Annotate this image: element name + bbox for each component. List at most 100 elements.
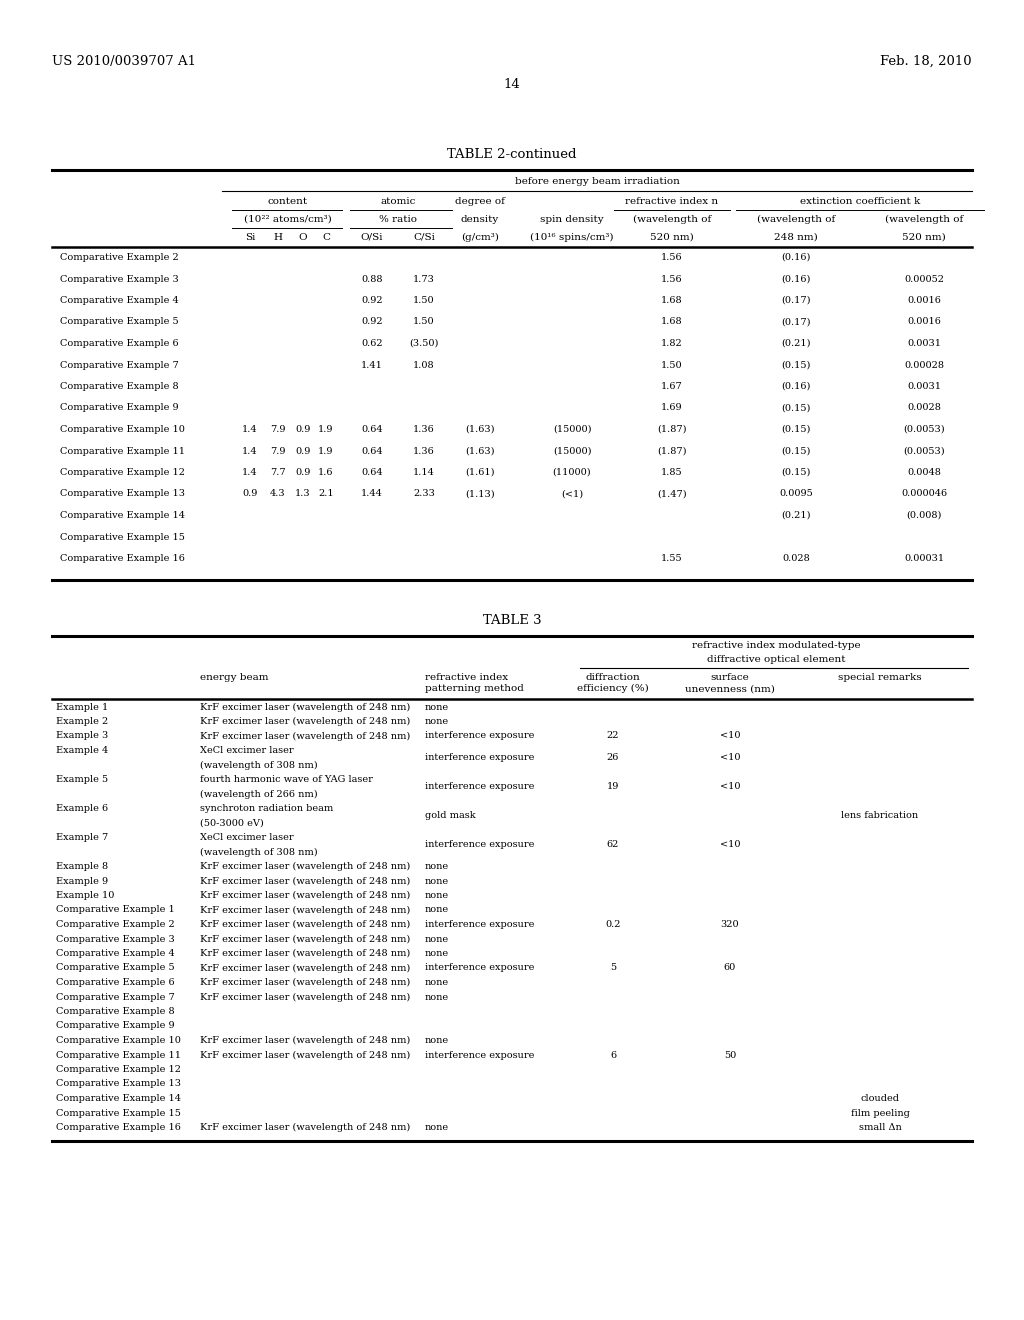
Text: none: none <box>425 891 450 900</box>
Text: C/Si: C/Si <box>413 234 435 242</box>
Text: Example 8: Example 8 <box>56 862 109 871</box>
Text: 0.9: 0.9 <box>295 446 310 455</box>
Text: KrF excimer laser (wavelength of 248 nm): KrF excimer laser (wavelength of 248 nm) <box>200 891 411 900</box>
Text: before energy beam irradiation: before energy beam irradiation <box>515 177 680 186</box>
Text: 0.9: 0.9 <box>295 425 310 434</box>
Text: 0.64: 0.64 <box>361 446 383 455</box>
Text: KrF excimer laser (wavelength of 248 nm): KrF excimer laser (wavelength of 248 nm) <box>200 978 411 987</box>
Text: 1.44: 1.44 <box>361 490 383 499</box>
Text: 1.50: 1.50 <box>414 318 435 326</box>
Text: <10: <10 <box>720 783 740 791</box>
Text: none: none <box>425 876 450 886</box>
Text: Comparative Example 7: Comparative Example 7 <box>56 993 175 1002</box>
Text: KrF excimer laser (wavelength of 248 nm): KrF excimer laser (wavelength of 248 nm) <box>200 949 411 958</box>
Text: 1.56: 1.56 <box>662 253 683 261</box>
Text: 6: 6 <box>610 1051 616 1060</box>
Text: diffraction
efficiency (%): diffraction efficiency (%) <box>578 672 649 693</box>
Text: 2.33: 2.33 <box>413 490 435 499</box>
Text: 50: 50 <box>724 1051 736 1060</box>
Text: 1.4: 1.4 <box>243 425 258 434</box>
Text: synchroton radiation beam: synchroton radiation beam <box>200 804 333 813</box>
Text: KrF excimer laser (wavelength of 248 nm): KrF excimer laser (wavelength of 248 nm) <box>200 876 411 886</box>
Text: interference exposure: interference exposure <box>425 964 535 973</box>
Text: 0.92: 0.92 <box>361 296 383 305</box>
Text: 1.82: 1.82 <box>662 339 683 348</box>
Text: spin density: spin density <box>541 215 604 224</box>
Text: (0.15): (0.15) <box>781 425 811 434</box>
Text: 1.50: 1.50 <box>662 360 683 370</box>
Text: 1.73: 1.73 <box>413 275 435 284</box>
Text: 0.0016: 0.0016 <box>907 318 941 326</box>
Text: (wavelength of: (wavelength of <box>757 215 836 224</box>
Text: Comparative Example 5: Comparative Example 5 <box>56 964 175 973</box>
Text: refractive index modulated-type: refractive index modulated-type <box>691 642 860 651</box>
Text: KrF excimer laser (wavelength of 248 nm): KrF excimer laser (wavelength of 248 nm) <box>200 906 411 915</box>
Text: O: O <box>299 234 307 242</box>
Text: 1.9: 1.9 <box>318 425 334 434</box>
Text: 22: 22 <box>607 731 620 741</box>
Text: none: none <box>425 702 450 711</box>
Text: refractive index n: refractive index n <box>626 197 719 206</box>
Text: 0.000046: 0.000046 <box>901 490 947 499</box>
Text: 0.0031: 0.0031 <box>907 339 941 348</box>
Text: (0.008): (0.008) <box>906 511 942 520</box>
Text: none: none <box>425 949 450 958</box>
Text: Feb. 18, 2010: Feb. 18, 2010 <box>881 55 972 69</box>
Text: 0.0016: 0.0016 <box>907 296 941 305</box>
Text: 0.9: 0.9 <box>295 469 310 477</box>
Text: (wavelength of: (wavelength of <box>885 215 964 224</box>
Text: (0.15): (0.15) <box>781 469 811 477</box>
Text: 1.4: 1.4 <box>243 446 258 455</box>
Text: 1.68: 1.68 <box>662 296 683 305</box>
Text: Comparative Example 14: Comparative Example 14 <box>56 1094 181 1104</box>
Text: 0.0095: 0.0095 <box>779 490 813 499</box>
Text: diffractive optical element: diffractive optical element <box>707 655 845 664</box>
Text: (10²² atoms/cm³): (10²² atoms/cm³) <box>244 215 332 224</box>
Text: 0.0028: 0.0028 <box>907 404 941 412</box>
Text: Comparative Example 10: Comparative Example 10 <box>60 425 185 434</box>
Text: XeCl excimer laser: XeCl excimer laser <box>200 833 294 842</box>
Text: film peeling: film peeling <box>851 1109 909 1118</box>
Text: Comparative Example 6: Comparative Example 6 <box>56 978 175 987</box>
Text: 1.36: 1.36 <box>413 425 435 434</box>
Text: <10: <10 <box>720 731 740 741</box>
Text: 0.00052: 0.00052 <box>904 275 944 284</box>
Text: Comparative Example 9: Comparative Example 9 <box>60 404 178 412</box>
Text: energy beam: energy beam <box>200 672 268 681</box>
Text: interference exposure: interference exposure <box>425 783 535 791</box>
Text: (0.0053): (0.0053) <box>903 425 945 434</box>
Text: none: none <box>425 1123 450 1133</box>
Text: interference exposure: interference exposure <box>425 731 535 741</box>
Text: (0.15): (0.15) <box>781 404 811 412</box>
Text: KrF excimer laser (wavelength of 248 nm): KrF excimer laser (wavelength of 248 nm) <box>200 862 411 871</box>
Text: KrF excimer laser (wavelength of 248 nm): KrF excimer laser (wavelength of 248 nm) <box>200 702 411 711</box>
Text: 0.028: 0.028 <box>782 554 810 564</box>
Text: clouded: clouded <box>860 1094 899 1104</box>
Text: O/Si: O/Si <box>360 234 383 242</box>
Text: 0.2: 0.2 <box>605 920 621 929</box>
Text: (0.21): (0.21) <box>781 511 811 520</box>
Text: Example 5: Example 5 <box>56 775 109 784</box>
Text: (15000): (15000) <box>553 446 591 455</box>
Text: 248 nm): 248 nm) <box>774 234 818 242</box>
Text: 26: 26 <box>607 754 620 762</box>
Text: (15000): (15000) <box>553 425 591 434</box>
Text: <10: <10 <box>720 841 740 849</box>
Text: 0.62: 0.62 <box>361 339 383 348</box>
Text: Example 3: Example 3 <box>56 731 109 741</box>
Text: Si: Si <box>245 234 255 242</box>
Text: (0.15): (0.15) <box>781 446 811 455</box>
Text: (3.50): (3.50) <box>410 339 438 348</box>
Text: Comparative Example 5: Comparative Example 5 <box>60 318 178 326</box>
Text: Comparative Example 4: Comparative Example 4 <box>56 949 175 958</box>
Text: none: none <box>425 862 450 871</box>
Text: TABLE 2-continued: TABLE 2-continued <box>447 148 577 161</box>
Text: (0.21): (0.21) <box>781 339 811 348</box>
Text: Comparative Example 8: Comparative Example 8 <box>56 1007 175 1016</box>
Text: (1.87): (1.87) <box>657 446 687 455</box>
Text: (wavelength of 266 nm): (wavelength of 266 nm) <box>200 789 317 799</box>
Text: 1.6: 1.6 <box>318 469 334 477</box>
Text: none: none <box>425 993 450 1002</box>
Text: (wavelength of 308 nm): (wavelength of 308 nm) <box>200 847 317 857</box>
Text: 60: 60 <box>724 964 736 973</box>
